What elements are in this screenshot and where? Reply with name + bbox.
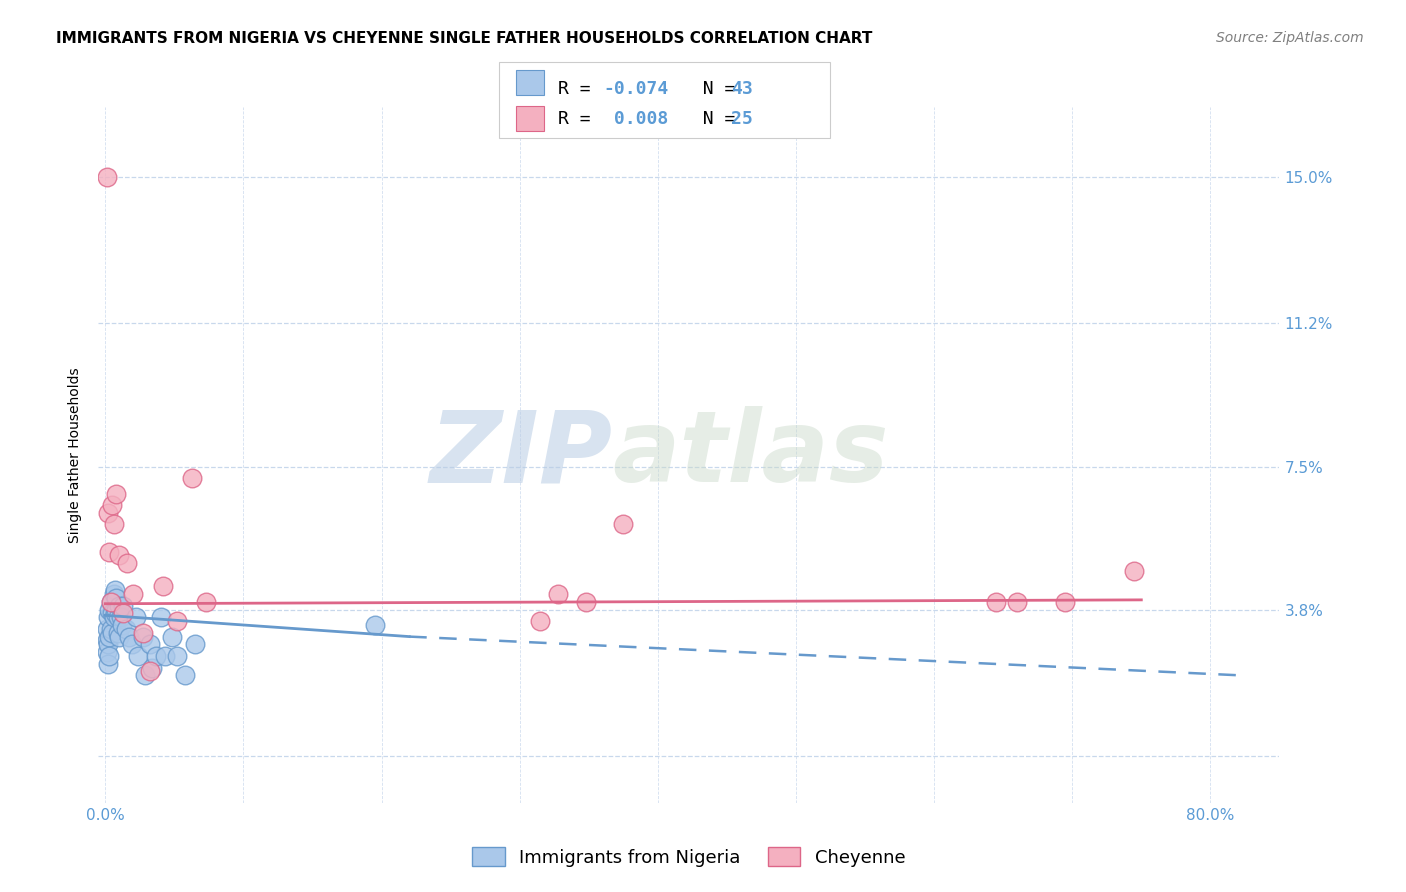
Point	[101, 625, 124, 640]
Text: R =: R =	[558, 80, 602, 98]
Point	[100, 595, 122, 609]
Legend: Immigrants from Nigeria, Cheyenne: Immigrants from Nigeria, Cheyenne	[465, 840, 912, 874]
Text: atlas: atlas	[612, 407, 889, 503]
Point	[117, 556, 139, 570]
Point	[127, 648, 149, 663]
Point	[103, 587, 125, 601]
Point	[112, 599, 135, 613]
Point	[1054, 595, 1077, 609]
Point	[547, 587, 569, 601]
Point	[96, 169, 118, 184]
Point	[104, 607, 127, 621]
Point	[166, 614, 188, 628]
Text: -0.074: -0.074	[603, 80, 668, 98]
Point	[160, 630, 183, 644]
Point	[101, 498, 124, 512]
Text: 25: 25	[731, 110, 752, 128]
Text: N =: N =	[681, 110, 745, 128]
Point	[986, 595, 1008, 609]
Text: 0.008: 0.008	[603, 110, 668, 128]
Point	[166, 648, 188, 663]
Text: R =: R =	[558, 110, 602, 128]
Point	[100, 595, 122, 609]
Point	[108, 630, 131, 644]
Point	[131, 630, 153, 644]
Y-axis label: Single Father Households: Single Father Households	[69, 368, 83, 542]
Point	[112, 607, 135, 621]
Point	[105, 591, 128, 605]
Point	[529, 614, 551, 628]
Point	[122, 587, 145, 601]
Point	[1123, 564, 1146, 578]
Point	[105, 602, 128, 616]
Point	[174, 668, 197, 682]
Text: ZIP: ZIP	[429, 407, 612, 503]
Point	[121, 637, 143, 651]
Point	[107, 625, 129, 640]
Point	[98, 602, 121, 616]
Point	[141, 660, 163, 674]
Point	[96, 622, 118, 636]
Point	[97, 506, 120, 520]
Point	[105, 486, 128, 500]
Point	[152, 579, 174, 593]
Point	[131, 625, 153, 640]
Point	[103, 517, 125, 532]
Point	[97, 637, 120, 651]
Point	[107, 610, 129, 624]
Point	[195, 595, 218, 609]
Point	[103, 610, 125, 624]
Point	[153, 648, 176, 663]
Point	[115, 622, 138, 636]
Point	[184, 637, 207, 651]
Point	[612, 517, 634, 532]
Point	[96, 645, 118, 659]
Point	[97, 657, 120, 671]
Text: 43: 43	[731, 80, 752, 98]
Point	[118, 630, 141, 644]
Point	[108, 549, 131, 563]
Text: IMMIGRANTS FROM NIGERIA VS CHEYENNE SINGLE FATHER HOUSEHOLDS CORRELATION CHART: IMMIGRANTS FROM NIGERIA VS CHEYENNE SING…	[56, 31, 873, 46]
Point	[575, 595, 598, 609]
Point	[149, 610, 172, 624]
Text: N =: N =	[681, 80, 745, 98]
Point	[145, 648, 167, 663]
Point	[98, 544, 121, 558]
Point	[101, 607, 124, 621]
Point	[110, 610, 132, 624]
Text: Source: ZipAtlas.com: Source: ZipAtlas.com	[1216, 31, 1364, 45]
Point	[181, 471, 204, 485]
Point	[98, 648, 121, 663]
Point	[134, 668, 156, 682]
Point	[138, 665, 160, 679]
Point	[111, 618, 134, 632]
Point	[96, 633, 118, 648]
Point	[104, 583, 127, 598]
Point	[108, 599, 131, 613]
Point	[125, 610, 148, 624]
Point	[98, 630, 121, 644]
Point	[138, 637, 160, 651]
Point	[363, 618, 385, 632]
Point	[97, 610, 120, 624]
Point	[1005, 595, 1028, 609]
Point	[100, 622, 122, 636]
